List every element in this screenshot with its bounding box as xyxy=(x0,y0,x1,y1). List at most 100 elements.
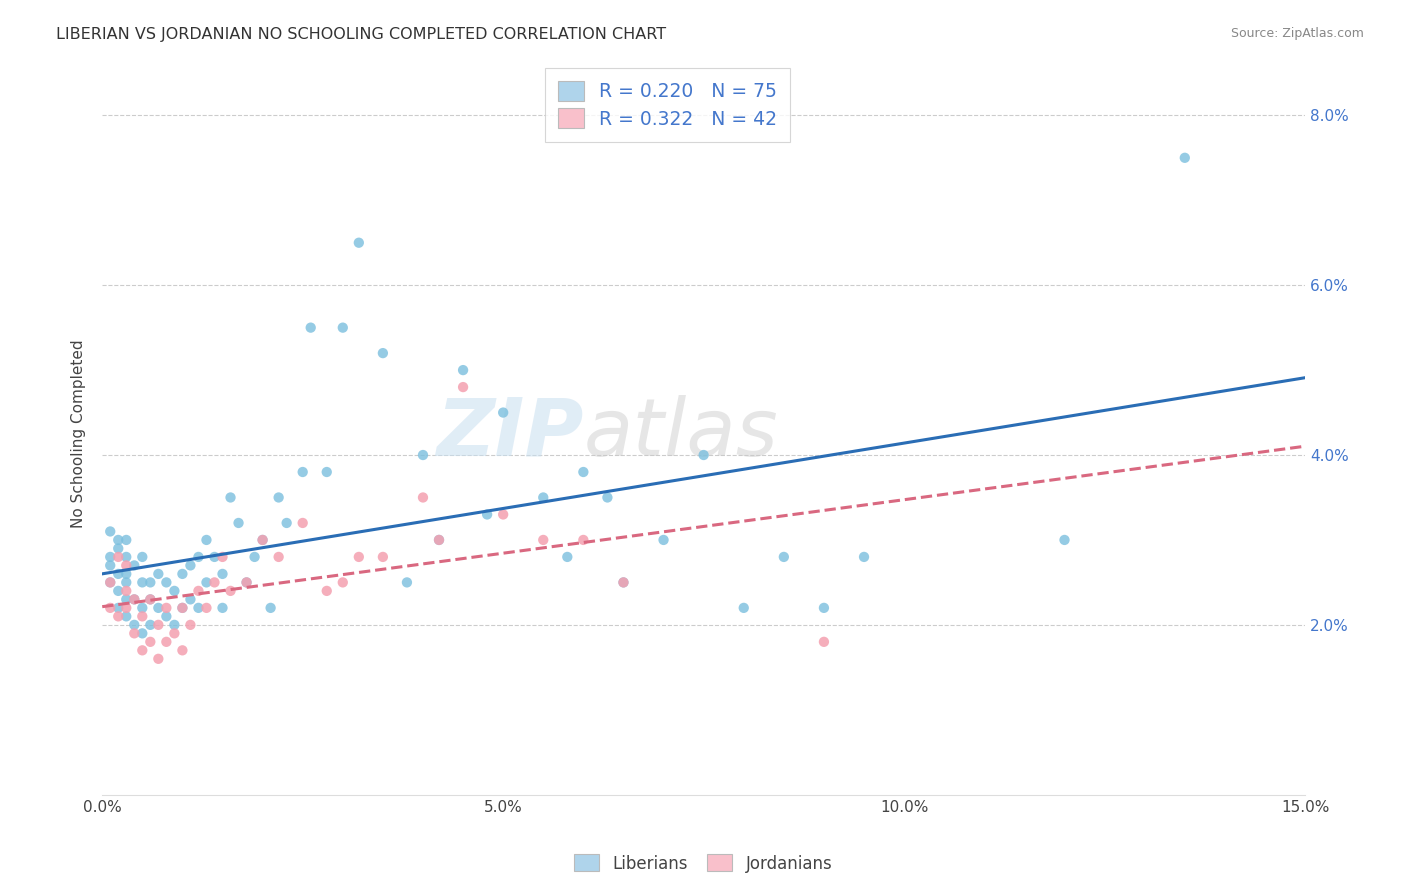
Point xyxy=(531,491,554,505)
Point xyxy=(412,491,434,505)
Point xyxy=(204,549,226,564)
Point xyxy=(131,609,153,624)
Point xyxy=(1174,151,1197,165)
Point xyxy=(115,575,138,590)
Point xyxy=(195,600,218,615)
Point xyxy=(267,549,290,564)
Point xyxy=(148,600,170,615)
Point xyxy=(853,549,876,564)
Point xyxy=(139,618,162,632)
Point xyxy=(163,626,186,640)
Point xyxy=(115,533,138,547)
Point xyxy=(98,575,121,590)
Point xyxy=(155,635,177,649)
Point xyxy=(332,575,354,590)
Point xyxy=(148,566,170,581)
Point xyxy=(259,600,281,615)
Point xyxy=(427,533,450,547)
Y-axis label: No Schooling Completed: No Schooling Completed xyxy=(72,340,86,528)
Point xyxy=(172,643,194,657)
Point xyxy=(612,575,634,590)
Point xyxy=(813,600,835,615)
Point xyxy=(299,320,322,334)
Point xyxy=(148,618,170,632)
Point xyxy=(115,609,138,624)
Point xyxy=(124,618,146,632)
Point xyxy=(155,575,177,590)
Point xyxy=(139,592,162,607)
Point xyxy=(252,533,274,547)
Point xyxy=(195,533,218,547)
Point xyxy=(115,592,138,607)
Point xyxy=(813,635,835,649)
Point xyxy=(107,583,129,598)
Point xyxy=(124,592,146,607)
Point xyxy=(107,609,129,624)
Point xyxy=(187,583,209,598)
Point xyxy=(172,600,194,615)
Text: atlas: atlas xyxy=(583,395,778,473)
Point xyxy=(107,600,129,615)
Point xyxy=(115,549,138,564)
Point xyxy=(179,592,201,607)
Point xyxy=(187,600,209,615)
Text: Source: ZipAtlas.com: Source: ZipAtlas.com xyxy=(1230,27,1364,40)
Point xyxy=(315,583,337,598)
Point xyxy=(531,533,554,547)
Legend: Liberians, Jordanians: Liberians, Jordanians xyxy=(567,847,839,880)
Point xyxy=(733,600,755,615)
Text: ZIP: ZIP xyxy=(436,395,583,473)
Point xyxy=(195,575,218,590)
Point xyxy=(115,558,138,573)
Point xyxy=(98,558,121,573)
Point xyxy=(243,549,266,564)
Point xyxy=(371,346,394,360)
Point xyxy=(235,575,257,590)
Point xyxy=(124,558,146,573)
Point xyxy=(291,465,314,479)
Point xyxy=(371,549,394,564)
Point xyxy=(139,575,162,590)
Point xyxy=(131,549,153,564)
Point xyxy=(772,549,794,564)
Text: LIBERIAN VS JORDANIAN NO SCHOOLING COMPLETED CORRELATION CHART: LIBERIAN VS JORDANIAN NO SCHOOLING COMPL… xyxy=(56,27,666,42)
Point xyxy=(276,516,298,530)
Point xyxy=(163,618,186,632)
Point xyxy=(107,549,129,564)
Point xyxy=(451,363,474,377)
Point xyxy=(211,600,233,615)
Point xyxy=(107,541,129,556)
Point xyxy=(98,600,121,615)
Point xyxy=(139,635,162,649)
Point xyxy=(315,465,337,479)
Point xyxy=(131,643,153,657)
Point xyxy=(267,491,290,505)
Point xyxy=(612,575,634,590)
Point xyxy=(1053,533,1076,547)
Point xyxy=(124,592,146,607)
Point xyxy=(427,533,450,547)
Point xyxy=(179,618,201,632)
Legend: R = 0.220   N = 75, R = 0.322   N = 42: R = 0.220 N = 75, R = 0.322 N = 42 xyxy=(544,68,790,142)
Point xyxy=(451,380,474,394)
Point xyxy=(219,583,242,598)
Point xyxy=(115,600,138,615)
Point xyxy=(252,533,274,547)
Point xyxy=(596,491,619,505)
Point xyxy=(347,549,370,564)
Point xyxy=(115,566,138,581)
Point xyxy=(131,600,153,615)
Point xyxy=(98,549,121,564)
Point xyxy=(475,508,498,522)
Point xyxy=(179,558,201,573)
Point xyxy=(332,320,354,334)
Point xyxy=(572,533,595,547)
Point xyxy=(131,575,153,590)
Point xyxy=(155,600,177,615)
Point xyxy=(107,533,129,547)
Point xyxy=(187,549,209,564)
Point xyxy=(98,524,121,539)
Point xyxy=(139,592,162,607)
Point xyxy=(347,235,370,250)
Point xyxy=(291,516,314,530)
